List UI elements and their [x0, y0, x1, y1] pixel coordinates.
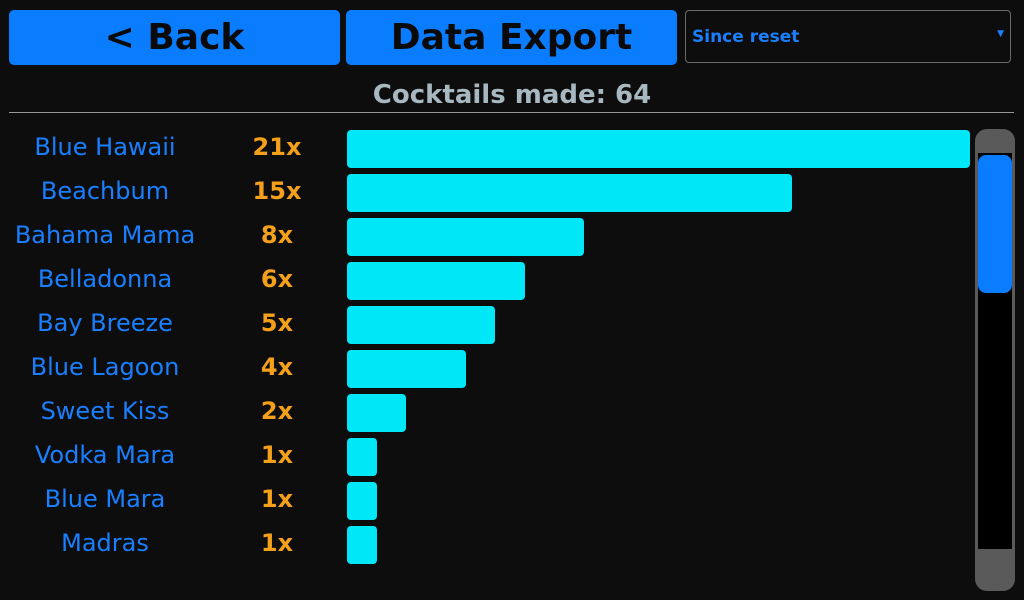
bar [347, 130, 970, 168]
chart-title: Cocktails made: 64 [372, 80, 652, 110]
bar [347, 482, 377, 520]
bar [347, 262, 525, 300]
bar [347, 350, 466, 388]
back-button[interactable]: < Back [9, 10, 340, 65]
category-label: Vodka Mara [34, 441, 176, 469]
scroll-thumb[interactable] [978, 155, 1012, 293]
divider [9, 112, 1014, 113]
category-label: Blue Lagoon [30, 353, 180, 381]
period-dropdown[interactable]: Since reset ▼ [685, 10, 1011, 63]
category-label: Sweet Kiss [40, 397, 170, 425]
scrollbar[interactable] [975, 129, 1015, 591]
value-label: 8x [260, 221, 294, 249]
category-label: Beachbum [40, 177, 170, 205]
value-label: 1x [260, 485, 294, 513]
bar [347, 394, 407, 432]
bar [347, 174, 792, 212]
bar [347, 438, 377, 476]
value-label: 21x [252, 133, 302, 161]
category-label: Blue Hawaii [34, 133, 176, 161]
bar [347, 526, 377, 564]
value-label: 1x [260, 529, 294, 557]
category-label: Madras [61, 529, 149, 557]
value-label: 15x [252, 177, 302, 205]
value-label: 5x [260, 309, 294, 337]
bar [347, 218, 585, 256]
category-label: Bay Breeze [37, 309, 173, 337]
category-label: Bahama Mama [14, 221, 196, 249]
export-button[interactable]: Data Export [346, 10, 677, 65]
category-label: Belladonna [37, 265, 173, 293]
value-label: 1x [260, 441, 294, 469]
value-label: 6x [260, 265, 294, 293]
bar [347, 306, 496, 344]
value-label: 4x [260, 353, 294, 381]
value-label: 2x [260, 397, 294, 425]
dropdown-text: Since reset [692, 26, 800, 47]
category-label: Blue Mara [44, 485, 166, 513]
dropdown-arrow: ▼ [997, 29, 1004, 39]
